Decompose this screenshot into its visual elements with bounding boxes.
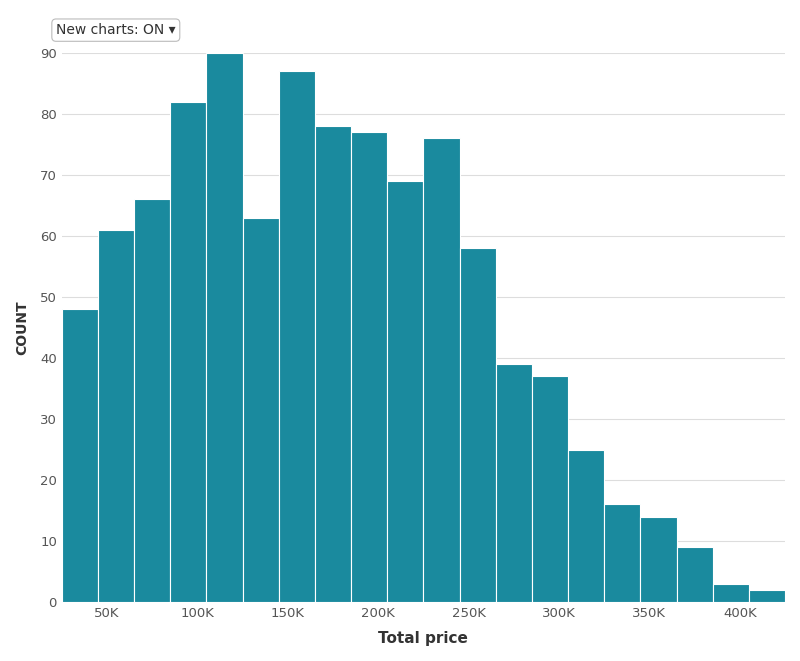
Bar: [62, 309, 98, 602]
Bar: [423, 138, 459, 602]
Bar: [315, 126, 351, 602]
Text: New charts: ON ▾: New charts: ON ▾: [56, 23, 176, 37]
Bar: [351, 132, 387, 602]
Bar: [206, 53, 242, 602]
Y-axis label: COUNT: COUNT: [15, 300, 29, 355]
X-axis label: Total price: Total price: [378, 631, 468, 646]
Bar: [532, 376, 568, 602]
Bar: [713, 584, 749, 602]
Bar: [170, 102, 206, 602]
Bar: [749, 590, 785, 602]
Bar: [387, 181, 423, 602]
Bar: [568, 449, 604, 602]
Bar: [677, 547, 713, 602]
Bar: [459, 249, 496, 602]
Bar: [242, 217, 278, 602]
Bar: [496, 364, 532, 602]
Bar: [640, 517, 677, 602]
Bar: [604, 504, 640, 602]
Bar: [278, 71, 315, 602]
Bar: [98, 230, 134, 602]
Bar: [134, 200, 170, 602]
